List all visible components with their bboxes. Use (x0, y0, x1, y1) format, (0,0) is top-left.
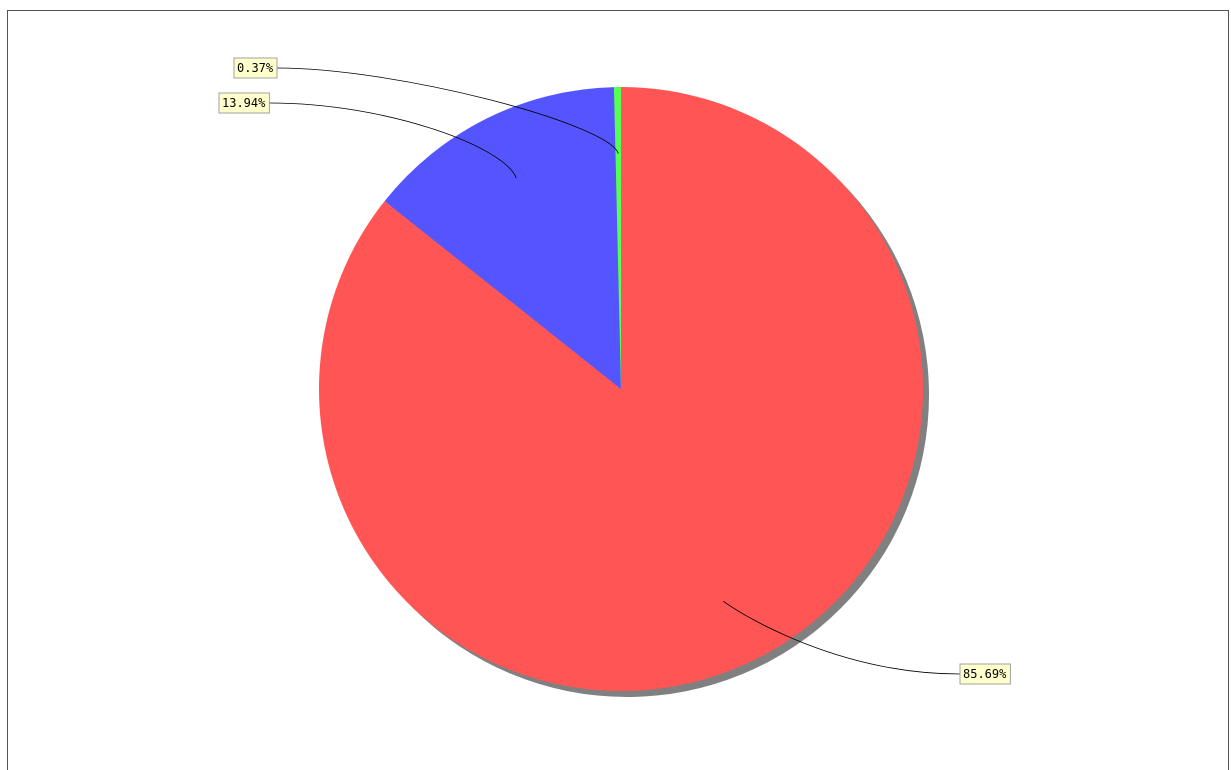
slice-label: 85.69% (959, 663, 1011, 685)
slice-label-box (959, 663, 1011, 685)
label-leader-line (276, 67, 619, 154)
label-leader-line (269, 102, 517, 179)
pie-slice (319, 87, 924, 692)
slice-labels: 85.69% 13.94% 0.37% (218, 57, 1011, 685)
pie-slice (384, 87, 621, 389)
slice-label: 0.37% (233, 57, 278, 79)
slice-label-text: 0.37% (237, 61, 274, 75)
label-leaders (269, 67, 961, 675)
slice-label-box (218, 92, 270, 114)
slice-label-text: 13.94% (222, 96, 266, 110)
label-leader-line (723, 600, 961, 675)
pie-slices (319, 86, 924, 692)
slice-label-text: 85.69% (963, 667, 1007, 681)
pie-slice (613, 86, 621, 389)
slice-label: 13.94% (218, 92, 270, 114)
slice-label-box (233, 57, 278, 79)
